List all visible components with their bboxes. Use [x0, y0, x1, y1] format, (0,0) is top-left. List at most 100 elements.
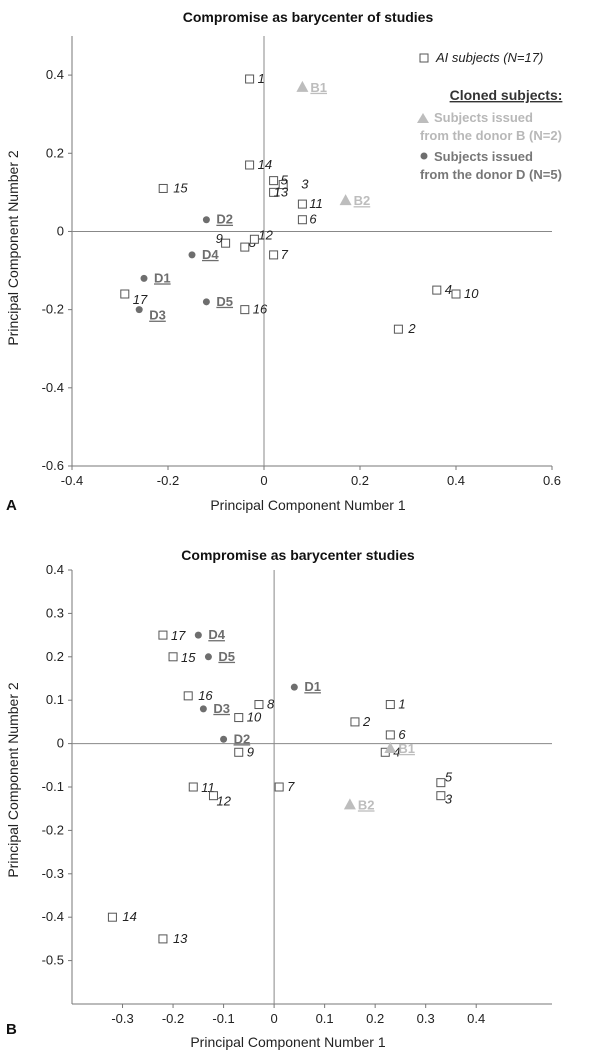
donor-b-point-marker — [339, 194, 352, 206]
y-tick-label: 0 — [57, 223, 64, 238]
ai-point-label: 13 — [173, 931, 188, 946]
ai-point-label: 15 — [181, 650, 196, 665]
ai-point-label: 10 — [247, 710, 262, 725]
ai-point-marker — [269, 250, 279, 260]
donor-d-point-marker — [188, 251, 196, 259]
donor-d-point-label: D5 — [218, 649, 235, 664]
donor-b-point-label: B1 — [310, 80, 327, 95]
ai-point-marker — [297, 215, 307, 225]
ai-point-marker — [188, 782, 198, 792]
ai-point-label: 3 — [301, 177, 309, 192]
ai-point-marker — [245, 160, 255, 170]
ai-point-marker — [234, 713, 244, 723]
ai-point-marker — [120, 289, 130, 299]
ai-point-marker — [350, 717, 360, 727]
y-axis-label: Principal Component Number 2 — [5, 150, 21, 346]
ai-point-marker — [168, 652, 178, 662]
y-tick-label: -0.1 — [42, 779, 64, 794]
ai-point-label: 17 — [171, 628, 186, 643]
y-tick-label: -0.2 — [42, 822, 64, 837]
chart-title: Compromise as barycenter of studies — [183, 9, 434, 25]
y-tick-label: -0.3 — [42, 866, 64, 881]
donor-d-point-label: D5 — [216, 294, 233, 309]
donor-b-point-marker — [296, 80, 309, 92]
ai-point-label: 7 — [281, 247, 289, 262]
y-axis-label: Principal Component Number 2 — [5, 682, 21, 878]
x-tick-label: 0.4 — [447, 473, 465, 488]
ai-point-marker — [451, 289, 461, 299]
y-tick-label: -0.4 — [42, 909, 64, 924]
ai-point-label: 10 — [464, 286, 479, 301]
ai-point-label: 9 — [216, 231, 223, 246]
x-axis-label: Principal Component Number 1 — [190, 1034, 386, 1050]
donor-d-point-marker — [202, 298, 210, 306]
ai-point-label: 4 — [393, 744, 400, 759]
donor-d-point-marker — [135, 306, 143, 314]
panel-label: A — [6, 497, 17, 514]
y-tick-label: 0.3 — [46, 605, 64, 620]
legend-donor-b-line2: from the donor B (N=2) — [420, 128, 562, 143]
donor-d-point-label: D4 — [208, 627, 225, 642]
donor-d-point-label: D2 — [234, 731, 251, 746]
donor-d-point-label: D3 — [149, 308, 166, 323]
x-tick-label: 0.3 — [417, 1011, 435, 1026]
ai-point-marker — [240, 305, 250, 315]
y-tick-label: -0.4 — [42, 380, 64, 395]
legend-donor-d-line1: Subjects issued — [434, 149, 533, 164]
y-tick-label: -0.5 — [42, 953, 64, 968]
y-tick-label: 0.2 — [46, 145, 64, 160]
ai-point-marker — [436, 791, 446, 801]
ai-point-label: 9 — [247, 744, 254, 759]
ai-point-marker — [221, 238, 231, 248]
ai-point-label: 1 — [258, 71, 265, 86]
ai-point-label: 7 — [287, 779, 295, 794]
ai-point-label: 6 — [309, 212, 317, 227]
ai-point-label: 16 — [253, 302, 268, 317]
ai-point-label: 8 — [267, 697, 275, 712]
y-tick-label: 0.4 — [46, 562, 64, 577]
ai-point-label: 11 — [309, 196, 323, 211]
donor-b-point-label: B1 — [398, 741, 415, 756]
donor-d-point-marker — [220, 735, 228, 743]
ai-point-marker — [269, 176, 279, 186]
ai-point-marker — [208, 791, 218, 801]
ai-point-marker — [234, 747, 244, 757]
ai-point-label: 4 — [445, 282, 452, 297]
ai-point-label: 5 — [281, 173, 289, 188]
donor-d-point-label: D1 — [154, 270, 171, 285]
x-tick-label: 0.4 — [467, 1011, 485, 1026]
ai-point-marker — [274, 782, 284, 792]
ai-point-label: 1 — [398, 697, 405, 712]
donor-d-point-marker — [290, 683, 298, 691]
x-axis-label: Principal Component Number 1 — [210, 497, 406, 513]
legend: AI subjects (N=17) Cloned subjects: Subj… — [417, 50, 562, 182]
ai-point-marker — [245, 74, 255, 84]
ai-point-marker — [240, 242, 250, 252]
ai-point-marker — [158, 630, 168, 640]
ai-point-label: 13 — [274, 184, 289, 199]
x-tick-label: 0.6 — [543, 473, 561, 488]
ai-point-marker — [254, 700, 264, 710]
ai-point-marker — [385, 700, 395, 710]
legend-donor-b-line1: Subjects issued — [434, 110, 533, 125]
donor-b-point-label: B2 — [354, 193, 371, 208]
donor-d-point-marker — [140, 274, 148, 282]
ai-point-marker — [432, 285, 442, 295]
y-tick-label: 0.2 — [46, 649, 64, 664]
ai-point-label: 17 — [133, 292, 148, 307]
ai-point-label: 2 — [362, 714, 371, 729]
ai-point-label: 12 — [258, 227, 273, 242]
ai-point-label: 16 — [198, 688, 213, 703]
legend-triangle-marker — [417, 113, 429, 123]
ai-point-marker — [393, 324, 403, 334]
y-tick-label: 0.1 — [46, 692, 64, 707]
ai-point-marker — [269, 187, 279, 197]
legend-ai-label: AI subjects (N=17) — [435, 50, 543, 65]
y-tick-label: -0.6 — [42, 458, 64, 473]
donor-b-point-marker — [343, 798, 356, 810]
ai-point-label: 12 — [216, 794, 231, 809]
y-tick-label: 0 — [57, 736, 64, 751]
ai-point-marker — [158, 183, 168, 193]
x-tick-label: 0.2 — [351, 473, 369, 488]
donor-d-point-marker — [199, 705, 207, 713]
